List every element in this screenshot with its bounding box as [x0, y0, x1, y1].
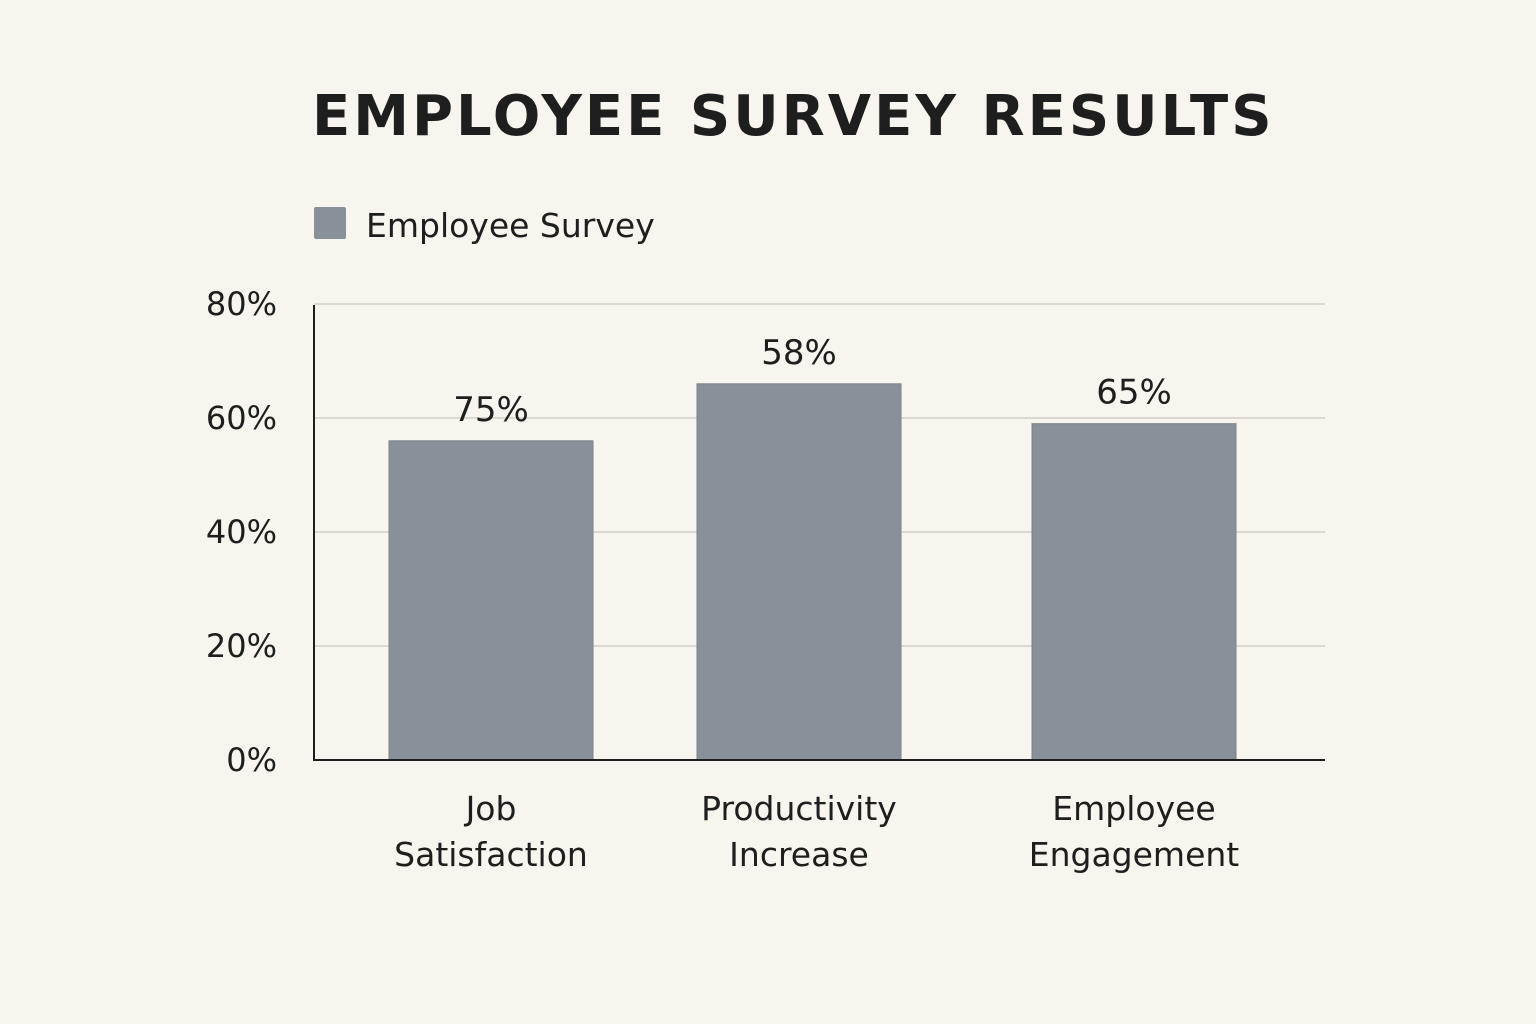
x-tick-label: Productivity [701, 789, 897, 828]
data-label: 65% [1096, 373, 1172, 413]
chart-title: EMPLOYEE SURVEY RESULTS [312, 84, 1275, 149]
y-tick-label: 40% [206, 513, 277, 551]
y-tick-label: 20% [206, 627, 277, 665]
x-tick-label: Increase [729, 835, 869, 874]
bars [388, 383, 1237, 761]
bar [696, 383, 902, 761]
data-labels: 75% 58% 65% [453, 333, 1172, 430]
x-tick-label: Engagement [1029, 835, 1240, 874]
legend-swatch [314, 207, 346, 239]
bar [1031, 423, 1237, 761]
y-axis-ticks: 0% 20% 40% 60% 80% [206, 285, 277, 779]
y-tick-label: 60% [206, 399, 277, 437]
bar [388, 440, 594, 761]
legend: Employee Survey [314, 206, 655, 245]
legend-label: Employee Survey [366, 206, 655, 245]
y-tick-label: 0% [226, 741, 277, 779]
x-tick-label: Job [464, 789, 517, 828]
x-tick-label: Satisfaction [394, 835, 588, 874]
x-tick-label: Employee [1052, 789, 1215, 828]
category-labels: Job Satisfaction Productivity Increase Emplo… [394, 789, 1239, 874]
data-label: 58% [761, 333, 837, 373]
y-tick-label: 80% [206, 285, 277, 323]
data-label: 75% [453, 390, 529, 430]
